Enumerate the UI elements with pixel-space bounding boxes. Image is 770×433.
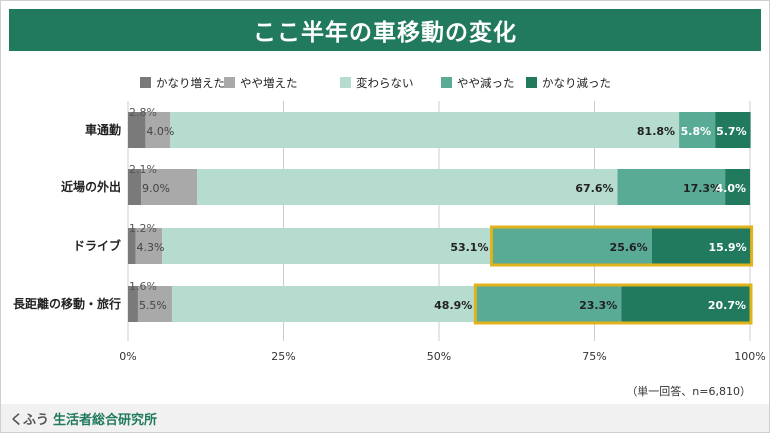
bar-segment xyxy=(141,169,198,205)
data-label: 48.9% xyxy=(434,299,472,312)
bars: 2.8%4.0% 81.8% 5.8% 5.7%2.1%9.0% 67.6% 17.3%4… xyxy=(128,106,754,325)
brand-name-part2: 生活者総合研究所 xyxy=(53,413,158,428)
category-label: 近場の外出 xyxy=(61,179,121,194)
legend-swatch xyxy=(140,77,151,88)
stacked-bar-chart: かなり増えた やや増えた 変わらない やや減った かなり減った 2.8% 4.0% 81.8… xyxy=(13,76,766,363)
legend: かなり増えた やや増えた 変わらない やや減った かなり減った xyxy=(140,76,611,90)
legend-swatch xyxy=(526,77,537,88)
data-label: 1.2% xyxy=(129,222,157,235)
bar-segment xyxy=(162,228,493,264)
highlight-box xyxy=(473,283,753,325)
x-tick-label: 0% xyxy=(119,350,136,363)
bar-segment xyxy=(197,169,618,205)
chart-title: ここ半年の車移動の変化 xyxy=(9,9,761,51)
legend-swatch xyxy=(441,77,452,88)
bar-segment xyxy=(492,228,652,264)
data-label: 4.3% xyxy=(136,241,164,254)
x-tick-label: 75% xyxy=(582,350,606,363)
data-label: 5.5% xyxy=(139,299,167,312)
bar-segment xyxy=(128,112,146,148)
category-label: 長距離の移動・旅行 xyxy=(13,296,121,311)
data-label: 5.8% xyxy=(681,125,712,138)
bar-segment xyxy=(621,286,750,322)
legend-label: 変わらない xyxy=(356,76,414,90)
category-label: ドライブ xyxy=(73,238,121,253)
highlight-box xyxy=(489,225,754,267)
data-label: 53.1% xyxy=(450,241,488,254)
bar-segment xyxy=(172,286,477,322)
data-label: 4.0% xyxy=(715,182,746,195)
legend-label: やや増えた xyxy=(240,76,298,90)
brand-logo: くふう 生活者総合研究所 xyxy=(10,409,157,428)
brand-name-part1: くふう xyxy=(10,413,50,428)
data-label: 17.3% xyxy=(683,182,721,195)
bar-segment xyxy=(135,228,163,264)
footer: くふう 生活者総合研究所 xyxy=(1,404,769,432)
x-tick-labels: 0% 25% 50% 75% 100% xyxy=(119,350,765,363)
bar-segment xyxy=(715,112,751,148)
category-label: 車通勤 xyxy=(85,122,121,137)
data-label: 9.0% xyxy=(142,182,170,195)
x-tick-label: 25% xyxy=(271,350,295,363)
x-tick-label: 50% xyxy=(427,350,451,363)
data-label: 15.9% xyxy=(708,241,746,254)
legend-label: やや減った xyxy=(457,76,515,90)
bar-segment xyxy=(137,286,173,322)
data-label: 81.8% xyxy=(637,125,675,138)
data-label: 2.8% xyxy=(129,106,157,119)
bar-segment xyxy=(476,286,622,322)
bar-segment xyxy=(170,112,680,148)
data-label: 67.6% xyxy=(575,182,613,195)
bar-segment xyxy=(128,286,138,322)
legend-swatch xyxy=(224,77,235,88)
data-label: 20.7% xyxy=(708,299,746,312)
bar-segment xyxy=(128,169,142,205)
bar-segment xyxy=(651,228,751,264)
x-tick-label: 100% xyxy=(734,350,765,363)
data-label: 23.3% xyxy=(579,299,617,312)
legend-label: かなり増えた xyxy=(156,76,225,90)
bar-segment xyxy=(617,169,726,205)
bar-segment xyxy=(145,112,171,148)
data-label: 4.0% xyxy=(146,125,174,138)
legend-label: かなり減った xyxy=(542,76,611,90)
data-label: 1.6% xyxy=(129,280,157,293)
data-label: 25.6% xyxy=(610,241,648,254)
bar-segment xyxy=(725,169,750,205)
data-label: 2.1% xyxy=(129,163,157,176)
data-label: 5.7% xyxy=(716,125,747,138)
bar-segment xyxy=(679,112,716,148)
legend-swatch xyxy=(340,77,351,88)
bar-segment xyxy=(128,228,136,264)
sample-note: （単一回答、n=6,810） xyxy=(626,385,751,398)
